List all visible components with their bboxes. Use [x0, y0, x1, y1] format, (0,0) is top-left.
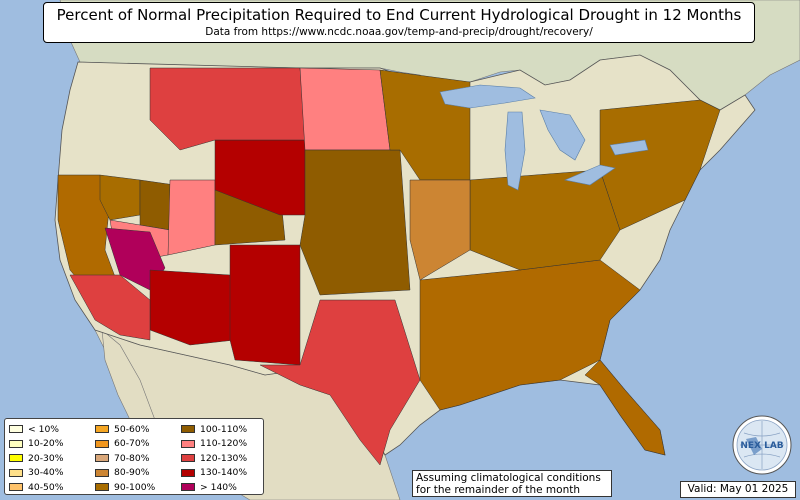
- region-new-mexico: [229, 244, 301, 366]
- valid-date: Valid: May 01 2025: [680, 481, 796, 498]
- legend-swatch: [95, 468, 109, 477]
- lake-michigan: [504, 111, 526, 191]
- legend-item: 90-100%: [95, 480, 155, 495]
- legend-item: 70-80%: [95, 451, 155, 466]
- legend-swatch: [9, 483, 23, 492]
- lake-huron: [539, 109, 586, 161]
- legend-item: 30-40%: [9, 466, 63, 481]
- lake-superior: [439, 84, 536, 109]
- logo-gridlines: [740, 421, 784, 469]
- legend-item: 80-90%: [95, 466, 155, 481]
- legend-swatch: [95, 425, 109, 434]
- legend-item: 50-60%: [95, 422, 155, 437]
- great-lakes: [439, 84, 649, 191]
- region-dakotas: [299, 67, 391, 151]
- region-texas: [259, 299, 421, 466]
- logo-landmass: [746, 437, 762, 455]
- legend-label: 40-50%: [28, 481, 64, 493]
- legend-label: 110-120%: [200, 438, 248, 450]
- legend-label: < 10%: [28, 423, 60, 435]
- legend: < 10% 10-20% 20-30% 30-40% 40-50% 50-60%…: [4, 418, 264, 495]
- region-montana: [149, 67, 306, 151]
- logo-text: NEX LAB: [740, 441, 783, 451]
- legend-item: 120-130%: [181, 451, 247, 466]
- region-arizona-east: [149, 269, 236, 346]
- legend-label: 50-60%: [114, 423, 150, 435]
- legend-swatch: [95, 439, 109, 448]
- region-socal: [69, 274, 151, 341]
- legend-label: 70-80%: [114, 452, 150, 464]
- region-missouri: [409, 179, 471, 281]
- legend-item: 10-20%: [9, 437, 63, 452]
- legend-item: 130-140%: [181, 466, 247, 481]
- lake-ontario: [609, 139, 649, 156]
- legend-swatch: [95, 454, 109, 463]
- legend-swatch: [181, 454, 195, 463]
- legend-label: 100-110%: [200, 423, 248, 435]
- legend-item: < 10%: [9, 422, 63, 437]
- legend-swatch: [9, 454, 23, 463]
- legend-label: 10-20%: [28, 438, 64, 450]
- legend-item: 110-120%: [181, 437, 247, 452]
- lake-erie: [563, 164, 616, 186]
- map-title: Percent of Normal Precipitation Required…: [56, 6, 742, 24]
- legend-label: 130-140%: [200, 467, 248, 479]
- legend-label: 90-100%: [114, 481, 156, 493]
- drought-regions: [57, 67, 721, 466]
- region-plains: [299, 149, 411, 296]
- note-line-2: for the remainder of the month: [416, 484, 581, 496]
- legend-swatch: [181, 439, 195, 448]
- legend-label: 60-70%: [114, 438, 150, 450]
- legend-swatch: [9, 425, 23, 434]
- legend-label: > 140%: [200, 481, 237, 493]
- legend-column-1: < 10% 10-20% 20-30% 30-40% 40-50%: [9, 422, 63, 495]
- legend-swatch: [9, 439, 23, 448]
- legend-label: 120-130%: [200, 452, 248, 464]
- legend-swatch: [181, 483, 195, 492]
- region-northeast: [599, 99, 721, 231]
- region-oregon-south: [99, 174, 141, 221]
- legend-column-2: 50-60% 60-70% 70-80% 80-90% 90-100%: [95, 422, 155, 495]
- legend-label: 20-30%: [28, 452, 64, 464]
- legend-item: 100-110%: [181, 422, 247, 437]
- assumption-note: Assuming climatological conditions for t…: [412, 470, 612, 497]
- legend-swatch: [9, 468, 23, 477]
- region-florida: [584, 359, 666, 456]
- title-box: Percent of Normal Precipitation Required…: [43, 2, 755, 43]
- legend-item: 20-30%: [9, 451, 63, 466]
- legend-column-3: 100-110% 110-120% 120-130% 130-140% > 14…: [181, 422, 247, 495]
- map-subtitle: Data from https://www.ncdc.noaa.gov/temp…: [205, 26, 593, 38]
- nexlab-logo: NEX LAB: [732, 415, 792, 475]
- legend-label: 30-40%: [28, 467, 64, 479]
- legend-swatch: [95, 483, 109, 492]
- legend-swatch: [181, 425, 195, 434]
- legend-item: > 140%: [181, 480, 247, 495]
- legend-swatch: [181, 468, 195, 477]
- region-ohio-valley: [469, 169, 621, 271]
- legend-item: 40-50%: [9, 480, 63, 495]
- note-line-1: Assuming climatological conditions: [416, 472, 601, 484]
- legend-item: 60-70%: [95, 437, 155, 452]
- legend-label: 80-90%: [114, 467, 150, 479]
- region-utah: [167, 179, 216, 256]
